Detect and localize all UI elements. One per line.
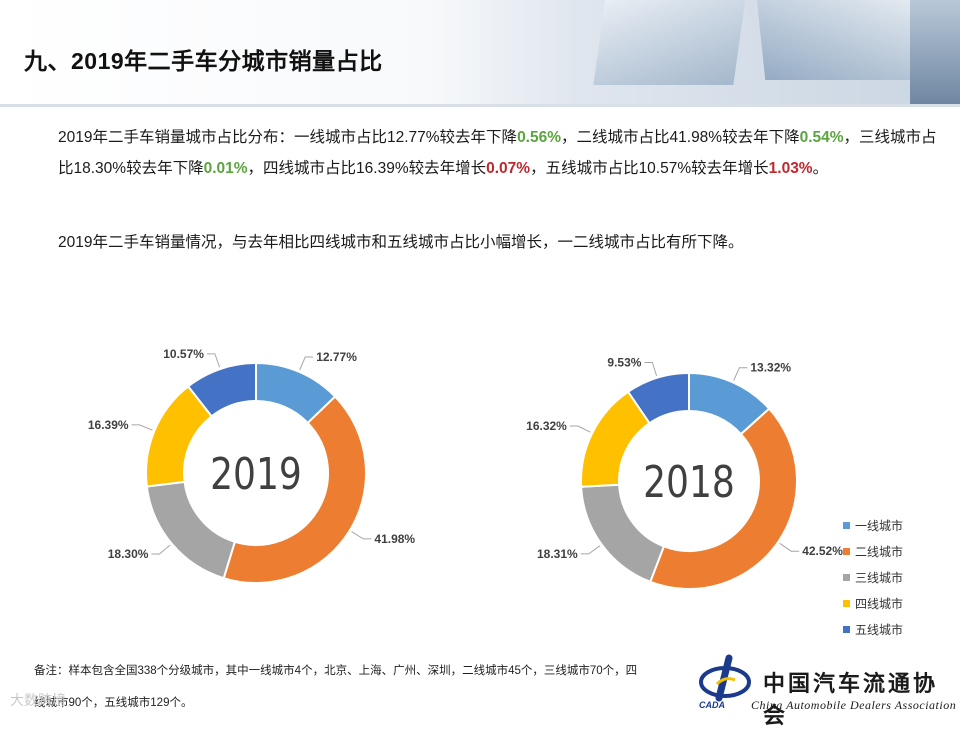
legend-swatch	[843, 600, 850, 607]
data-label: 16.32%	[526, 419, 567, 433]
logo-emblem-icon	[699, 654, 751, 702]
summary-text: ，四线城市占比16.39%较去年增长	[247, 160, 487, 177]
data-label: 18.30%	[108, 547, 149, 561]
change-value: 0.54%	[799, 129, 844, 146]
summary-paragraph: 2019年二手车销量城市占比分布：一线城市占比12.77%较去年下降0.56%，…	[58, 122, 938, 184]
donut-charts: 12.77% 41.98% 18.30% 16.39% 10.57% 2019 13.32%…	[88, 347, 843, 590]
summary-text: ，二线城市占比41.98%较去年下降	[561, 129, 800, 146]
legend-label: 一线城市	[855, 519, 904, 533]
legend-item: 三线城市	[843, 569, 903, 586]
leader-line	[644, 362, 658, 377]
leader-line	[733, 367, 748, 381]
donut-chart-2019: 12.77% 41.98% 18.30% 16.39% 10.57% 2019	[88, 347, 415, 584]
legend-swatch	[843, 548, 850, 555]
logo-english-name: China Automobile Dealers Association	[751, 698, 957, 712]
legend-item: 五线城市	[843, 621, 903, 638]
donut-center-label: 2018	[643, 458, 735, 508]
leader-line	[206, 353, 220, 368]
leader-line	[299, 356, 314, 371]
watermark: 大数跨境	[10, 692, 66, 708]
legend-item: 二线城市	[843, 543, 903, 560]
summary-text: ，三线城市占比18.30%较去年下降	[58, 129, 937, 177]
legend-swatch	[843, 574, 850, 581]
donut-slice	[626, 371, 690, 425]
change-value: 0.01%	[203, 160, 248, 177]
legend-label: 四线城市	[855, 597, 904, 611]
header-decoration	[754, 0, 926, 80]
leader-line	[351, 531, 372, 540]
data-label: 42.52%	[802, 544, 843, 558]
data-label: 18.31%	[537, 547, 578, 561]
change-value: 0.07%	[486, 160, 531, 177]
donut-slice	[648, 407, 798, 590]
header-banner	[0, 0, 960, 104]
legend-label: 三线城市	[855, 571, 904, 585]
leader-line	[580, 545, 601, 555]
header-decoration	[910, 0, 960, 104]
header-decoration	[593, 0, 747, 85]
legend-label: 二线城市	[855, 545, 904, 559]
association-logo: CADA 中国汽车流通协会 China Automobile Dealers A…	[693, 652, 957, 729]
leader-line	[779, 542, 800, 552]
leader-line	[151, 544, 171, 555]
legend-label: 五线城市	[855, 623, 904, 637]
summary-text: 。	[812, 160, 829, 177]
legend-swatch	[843, 626, 850, 633]
leader-line	[131, 424, 153, 431]
legend-swatch	[843, 522, 850, 529]
conclusion-paragraph: 2019年二手车销量情况，与去年相比四线城市和五线城市占比小幅增长，一二线城市占…	[58, 234, 744, 251]
donut-center-label: 2019	[210, 450, 302, 500]
donut-slice	[186, 361, 257, 418]
data-label: 16.39%	[88, 418, 129, 432]
donut-slice	[222, 395, 367, 584]
data-label: 12.77%	[316, 350, 357, 364]
data-label: 41.98%	[374, 532, 415, 546]
donut-chart-2018: 13.32% 42.52% 18.31% 16.32% 9.53% 2018	[526, 356, 843, 590]
change-value: 1.03%	[768, 160, 813, 177]
summary-text: ，五线城市占比10.57%较去年增长	[530, 160, 769, 177]
header-divider	[0, 104, 960, 107]
summary-text: 2019年二手车销量城市占比分布：一线城市占比12.77%较去年下降	[58, 129, 518, 146]
data-label: 13.32%	[750, 361, 791, 375]
page-title: 九、2019年二手车分城市销量占比	[24, 48, 383, 74]
leader-line	[569, 425, 591, 433]
data-label: 10.57%	[163, 347, 204, 361]
footnote: 备注：样本包含全国338个分级城市，其中一线城市4个，北京、上海、广州、深圳，二…	[34, 665, 638, 709]
data-label: 9.53%	[607, 356, 641, 370]
legend-item: 四线城市	[843, 595, 903, 612]
legend-item: 一线城市	[843, 517, 903, 534]
change-value: 0.56%	[517, 129, 562, 146]
logo-abbreviation: CADA	[699, 700, 725, 710]
